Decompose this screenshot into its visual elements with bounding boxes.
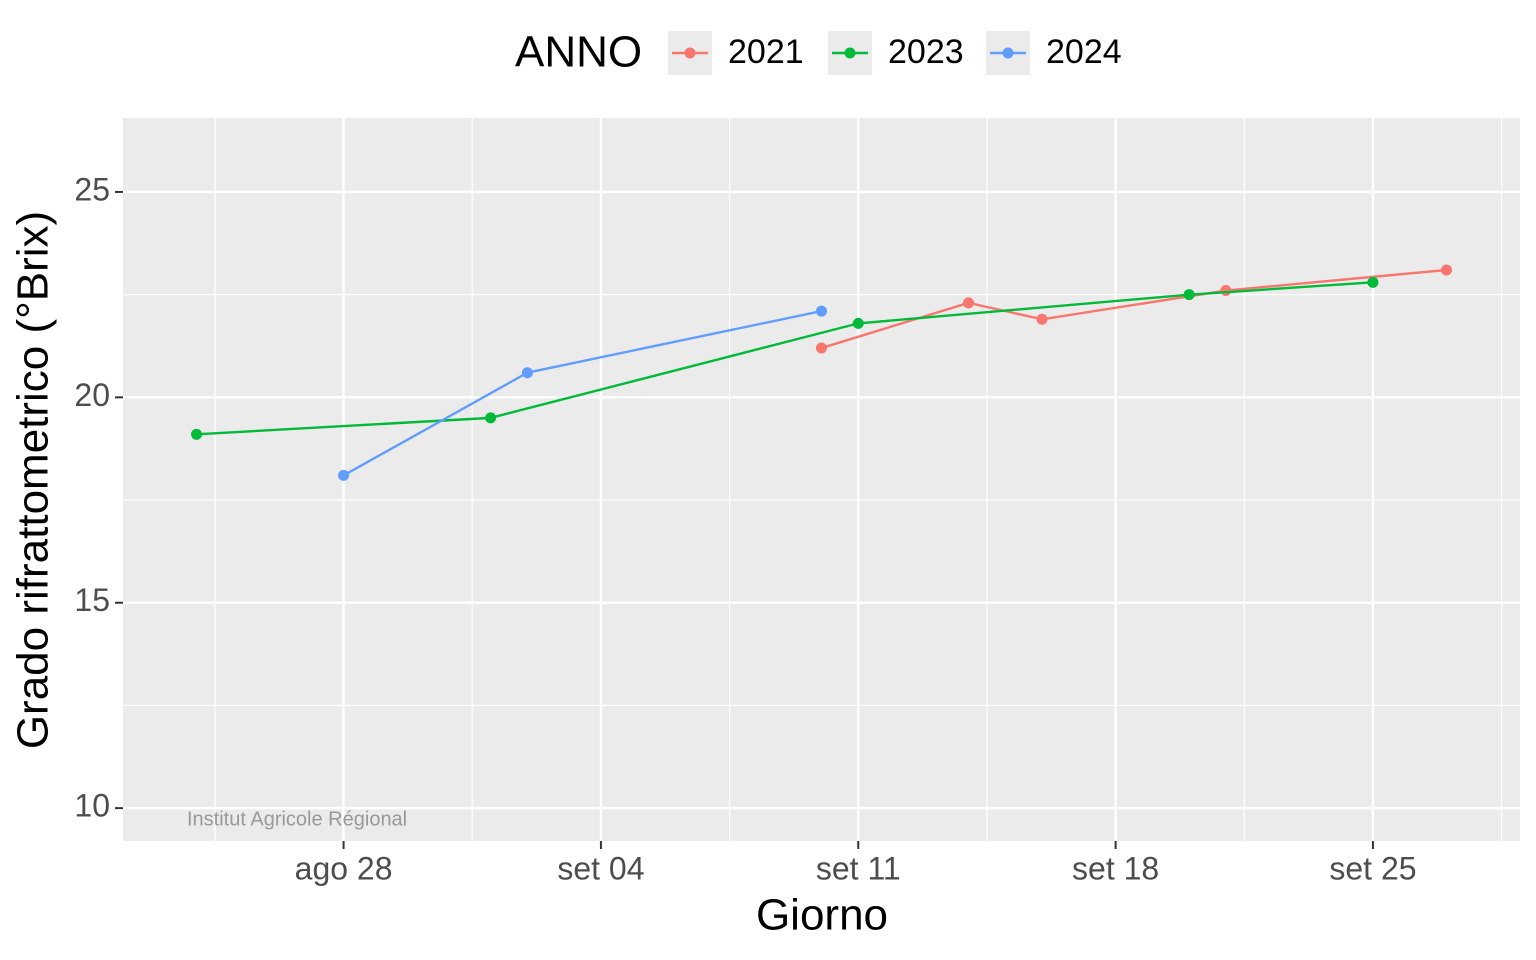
x-tick-label: ago 28 bbox=[295, 850, 393, 886]
y-tick-label: 20 bbox=[74, 377, 110, 413]
data-point bbox=[485, 412, 497, 424]
data-point bbox=[852, 317, 864, 329]
data-point bbox=[1220, 285, 1232, 297]
x-tick-label: set 18 bbox=[1072, 850, 1159, 886]
legend-swatch bbox=[1002, 47, 1014, 59]
y-tick-label: 10 bbox=[74, 788, 110, 824]
y-axis-title: Grado rifrattometrico (°Brix) bbox=[9, 211, 58, 749]
data-point bbox=[816, 305, 827, 317]
legend-label: 2023 bbox=[888, 33, 964, 71]
legend-swatch bbox=[684, 47, 696, 59]
x-tick-label: set 25 bbox=[1329, 850, 1416, 886]
x-tick-label: set 04 bbox=[557, 850, 644, 886]
annotation: Institut Agricole Régional bbox=[187, 808, 407, 830]
legend-swatch bbox=[844, 47, 856, 59]
data-point bbox=[338, 469, 350, 481]
data-point bbox=[1440, 264, 1452, 276]
data-point bbox=[1036, 313, 1048, 325]
legend-label: 2021 bbox=[728, 33, 804, 71]
data-point bbox=[521, 367, 533, 379]
x-axis-title: Giorno bbox=[756, 891, 888, 940]
x-tick-label: set 11 bbox=[816, 850, 901, 886]
marks bbox=[191, 264, 1452, 481]
data-point bbox=[1367, 276, 1379, 288]
data-point bbox=[963, 297, 975, 309]
y-tick-label: 15 bbox=[74, 582, 110, 618]
legend-label: 2024 bbox=[1046, 33, 1122, 71]
data-point bbox=[1183, 289, 1195, 301]
data-point bbox=[191, 428, 203, 440]
data-point bbox=[816, 342, 827, 354]
panel bbox=[123, 118, 1520, 841]
y-tick-label: 25 bbox=[74, 171, 110, 207]
legend-title: ANNO bbox=[515, 28, 642, 77]
